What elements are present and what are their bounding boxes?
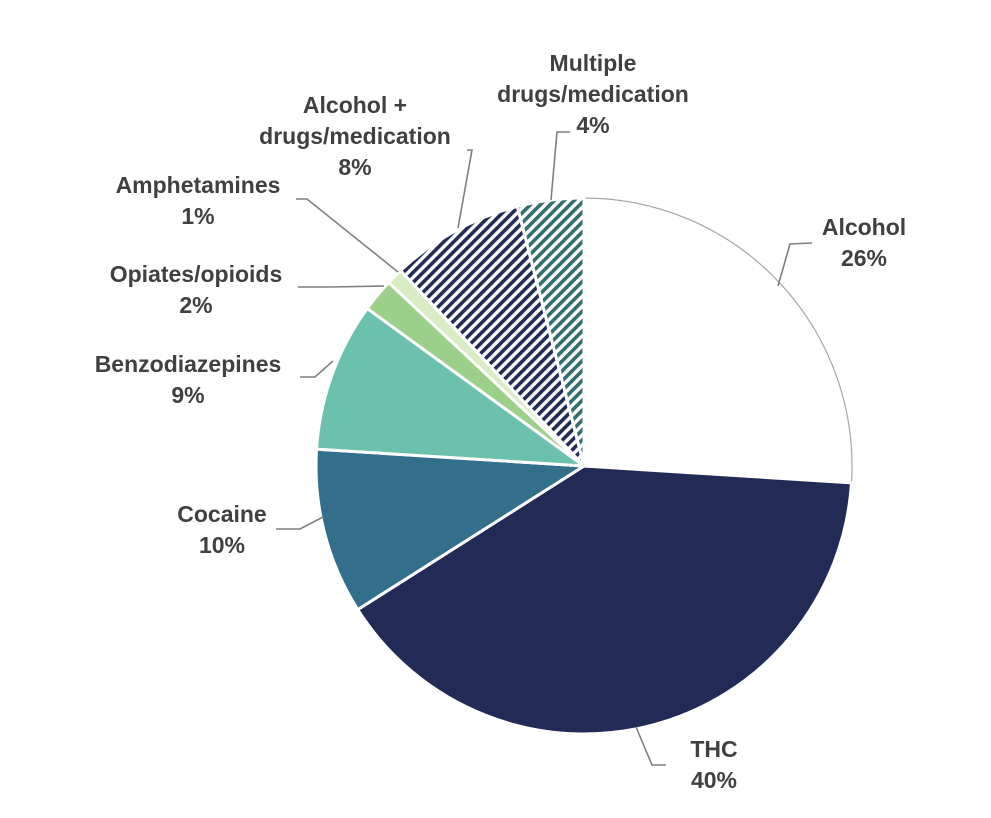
slice-label-value: 4% — [576, 112, 609, 138]
slice-label-value: 2% — [179, 292, 212, 318]
pie-slice-cocaine — [314, 447, 589, 612]
slice-label-value: 10% — [199, 532, 245, 558]
slice-labels: Alcohol 26% THC 40% Cocaine 10% Benzodiazepine… — [95, 50, 906, 793]
slice-label-alcohol: Alcohol 26% — [822, 214, 906, 271]
pie-slices — [314, 196, 854, 736]
slice-label-name: Benzodiazepines — [95, 351, 282, 377]
slice-label-value: 9% — [171, 382, 204, 408]
leader-line-amphetamines — [296, 198, 399, 273]
slice-label-alcohol-drugs-medication: Alcohol + drugs/medication 8% — [259, 92, 451, 180]
leader-line-benzodiazepines — [300, 360, 334, 378]
slice-label-thc: THC 40% — [690, 736, 737, 793]
slice-label-opiates-opioids: Opiates/opioids 2% — [110, 261, 283, 318]
leader-line-opiates-opioids — [298, 285, 385, 288]
slice-label-name: Cocaine — [177, 501, 266, 527]
slice-label-cocaine: Cocaine 10% — [177, 501, 266, 558]
leader-line-multiple-drugs-medication — [550, 131, 570, 201]
pie-slice-alcohol — [582, 196, 854, 485]
slice-label-name: Multiple — [550, 50, 637, 76]
slice-label-name: drugs/medication — [259, 123, 451, 149]
slice-label-benzodiazepines: Benzodiazepines 9% — [95, 351, 282, 408]
leader-line-cocaine — [276, 516, 324, 530]
pie-slice-benzodiazepines — [314, 306, 590, 468]
leader-line-thc — [635, 726, 666, 766]
leader-lines — [276, 131, 813, 766]
leader-line-alcohol — [777, 242, 813, 287]
slice-label-name: Opiates/opioids — [110, 261, 283, 287]
slice-label-value: 40% — [691, 767, 737, 793]
slice-label-name: drugs/medication — [497, 81, 689, 107]
leader-line-alcohol-drugs-medication — [457, 149, 473, 229]
slice-label-value: 8% — [338, 154, 371, 180]
pie-slice-multiple-drugs-medication — [515, 196, 586, 467]
slice-label-name: Alcohol — [822, 214, 906, 240]
slice-label-amphetamines: Amphetamines 1% — [116, 172, 281, 229]
slice-label-name: Alcohol + — [303, 92, 407, 118]
slice-label-value: 26% — [841, 245, 887, 271]
pie-slice-alcohol-drugs-medication — [398, 204, 586, 468]
slice-label-name: Amphetamines — [116, 172, 281, 198]
slice-label-name: THC — [690, 736, 737, 762]
slice-label-multiple-drugs-medication: Multiple drugs/medication 4% — [497, 50, 689, 138]
slice-label-value: 1% — [181, 203, 214, 229]
